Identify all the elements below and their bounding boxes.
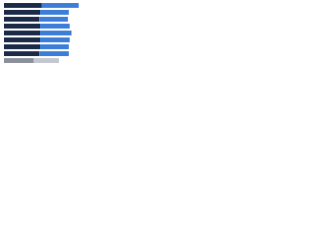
- bar-segment: [40, 44, 69, 50]
- bar-segment: [4, 16, 40, 22]
- bar-segment: [4, 30, 40, 36]
- bar-segment: [40, 30, 72, 36]
- bar-segment: [41, 3, 79, 8]
- bar-segment: [40, 9, 69, 15]
- bar-segment: [4, 44, 40, 50]
- bar-segment: [4, 9, 40, 15]
- bar-segment: [39, 51, 69, 57]
- bar-segment: [4, 51, 40, 57]
- chart: [4, 3, 79, 63]
- bar-segment: [39, 16, 68, 22]
- bar-segment: [4, 58, 34, 63]
- bar-segment: [40, 37, 70, 43]
- bar-segment: [4, 37, 40, 43]
- bar-segment: [33, 58, 59, 63]
- bar-segment: [4, 3, 42, 8]
- bar-segment: [40, 23, 70, 29]
- bar-segment: [4, 23, 40, 29]
